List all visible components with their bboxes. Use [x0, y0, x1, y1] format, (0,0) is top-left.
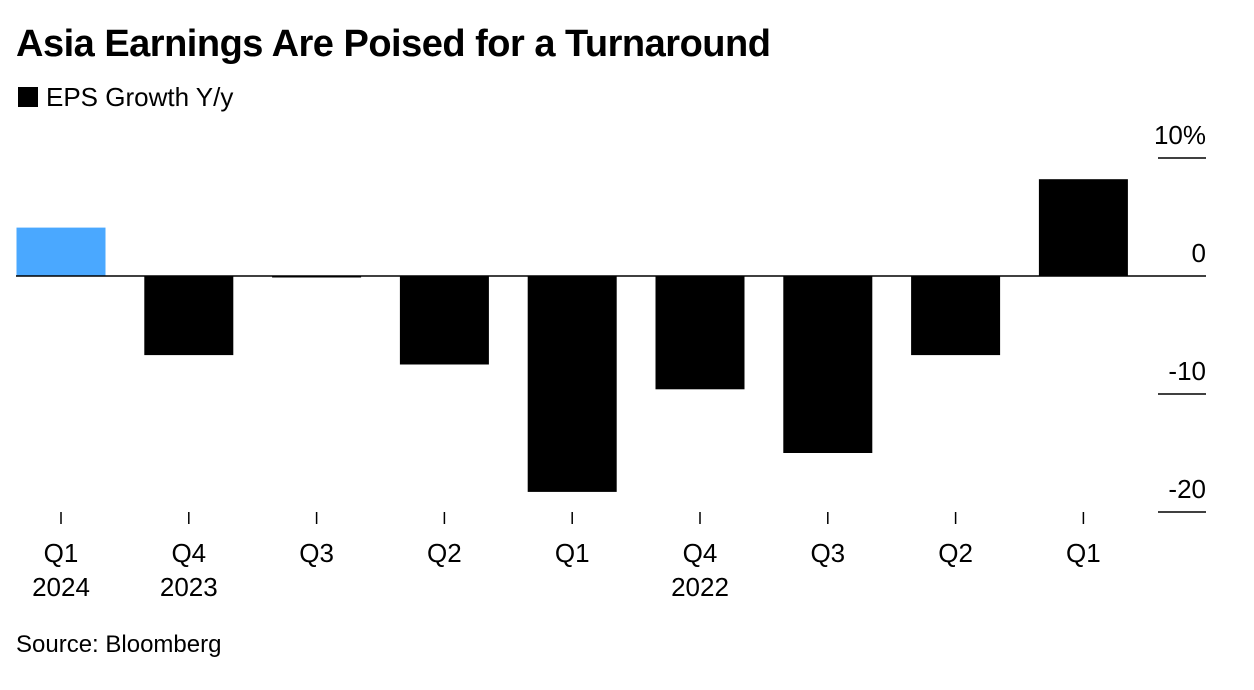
- bar-4: [527, 276, 617, 492]
- x-tick-label-2: Q3: [299, 538, 334, 568]
- x-tick-label-0: Q1: [44, 538, 79, 568]
- y-tick-label-3: -20: [1168, 474, 1206, 504]
- x-tick-label-7: Q2: [938, 538, 973, 568]
- x-tick-label-5: Q4: [683, 538, 718, 568]
- legend-swatch: [18, 87, 38, 107]
- x-tick-label-3: Q2: [427, 538, 462, 568]
- source-note: Source: Bloomberg: [16, 631, 222, 658]
- bar-8: [1038, 179, 1128, 276]
- x-tick-label-6: Q3: [810, 538, 845, 568]
- y-tick-label-2: -10: [1168, 356, 1206, 386]
- legend-label: EPS Growth Y/y: [46, 82, 234, 112]
- bars-group: [16, 179, 1128, 492]
- x-tick-label-1: Q4: [171, 538, 206, 568]
- bar-1: [144, 276, 234, 356]
- y-tick-label-1: 0: [1192, 238, 1206, 268]
- x-year-label-1: 2023: [160, 572, 218, 602]
- x-tick-label-4: Q1: [555, 538, 590, 568]
- chart-title: Asia Earnings Are Poised for a Turnaroun…: [16, 23, 771, 65]
- bar-6: [783, 276, 873, 453]
- x-axis: Q1 2024 Q4 2023 Q3 Q2 Q1 Q4 2022 Q3 Q2 Q1: [32, 512, 1101, 602]
- x-tick-label-8: Q1: [1066, 538, 1101, 568]
- bar-0: [16, 227, 106, 276]
- y-axis: 10% 0 -10 -20: [1154, 120, 1206, 513]
- bar-5: [655, 276, 745, 390]
- x-year-label-5: 2022: [671, 572, 729, 602]
- legend: EPS Growth Y/y: [18, 82, 233, 112]
- x-year-label-0: 2024: [32, 572, 90, 602]
- y-tick-label-0: 10%: [1154, 120, 1206, 150]
- bar-3: [399, 276, 489, 365]
- bar-7: [911, 276, 1001, 356]
